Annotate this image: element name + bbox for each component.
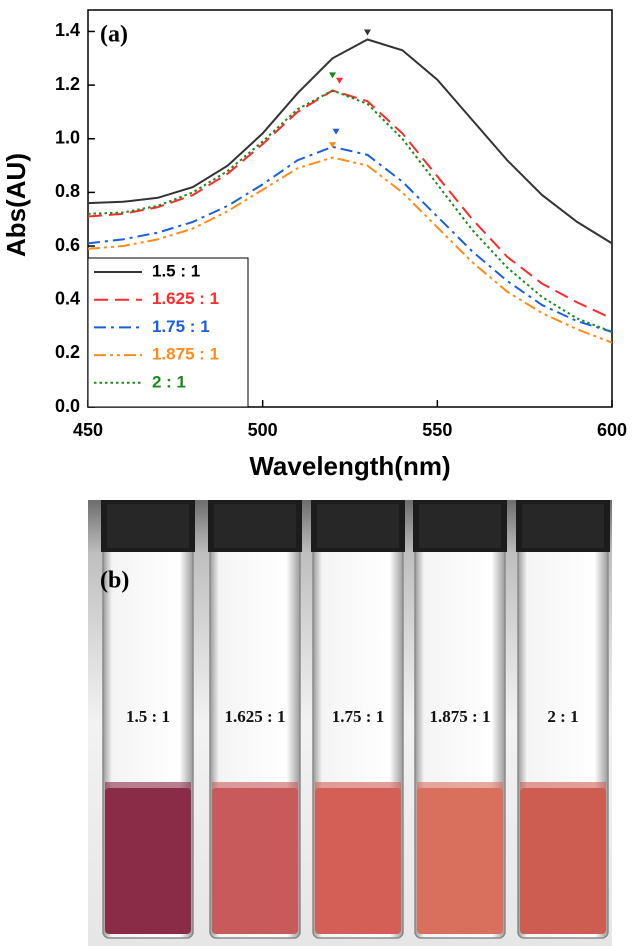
vial-liquid (520, 788, 606, 934)
vial-cap-ridge (522, 504, 604, 548)
vial-cap-ridge (419, 504, 501, 548)
legend-label: 1.75 : 1 (152, 317, 210, 336)
vial-liquid (212, 788, 298, 934)
vial-meniscus (417, 782, 503, 792)
y-tick-label: 0.2 (55, 342, 80, 362)
y-tick-label: 1.0 (55, 128, 80, 148)
peak-marker (329, 142, 337, 149)
photo: 1.5 : 1 1.625 : 1 1.75 : 1 1.875 : 1 2 : 1 (88, 500, 612, 946)
x-tick-label: 450 (73, 420, 103, 440)
peak-marker (363, 29, 371, 36)
x-axis-label: Wavelength(nm) (249, 451, 450, 481)
vial-liquid (417, 788, 503, 934)
vial-label: 1.625 : 1 (225, 707, 286, 726)
vial-cap-ridge (107, 504, 189, 548)
vial-cap-ridge (317, 504, 399, 548)
legend-label: 1.625 : 1 (152, 289, 219, 308)
y-tick-label: 0.0 (55, 396, 80, 416)
legend-label: 1.5 : 1 (152, 261, 200, 280)
vial-meniscus (105, 782, 191, 792)
series-line (87, 89, 613, 333)
y-tick-label: 1.4 (55, 20, 80, 40)
legend-label: 1.875 : 1 (152, 345, 219, 364)
vial-meniscus (315, 782, 401, 792)
vial-meniscus (212, 782, 298, 792)
vial-label: 2 : 1 (547, 707, 578, 726)
legend-label: 2 : 1 (152, 372, 186, 391)
peak-marker (336, 77, 344, 84)
vial-liquid (105, 788, 191, 934)
x-tick-label: 550 (422, 420, 452, 440)
peak-marker (329, 72, 337, 79)
legend-box (87, 257, 249, 408)
legend: 1.5 : 1 1.625 : 1 1.75 : 1 1.875 : 1 2 : 1 (87, 257, 249, 408)
vial-label: 1.875 : 1 (430, 707, 491, 726)
y-axis-label: Abs(AU) (1, 153, 31, 257)
x-tick-label: 600 (597, 420, 627, 440)
y-tick-label: 0.6 (55, 235, 80, 255)
y-tick-label: 1.2 (55, 74, 80, 94)
vial-liquid (315, 788, 401, 934)
plot-frame (87, 9, 613, 408)
vial-label: 1.5 : 1 (126, 707, 170, 726)
y-tick-label: 0.4 (55, 288, 80, 308)
photo-panel-label: (b) (100, 568, 129, 594)
series-line (87, 145, 613, 333)
vial-label: 1.75 : 1 (332, 707, 384, 726)
panel-label: (a) (100, 22, 128, 48)
peak-marker (332, 128, 340, 135)
vial-cap-ridge (214, 504, 296, 548)
series-line (87, 89, 613, 320)
series-line (87, 38, 613, 245)
y-tick-label: 0.8 (55, 181, 80, 201)
vial-meniscus (520, 782, 606, 792)
x-tick-label: 500 (248, 420, 278, 440)
